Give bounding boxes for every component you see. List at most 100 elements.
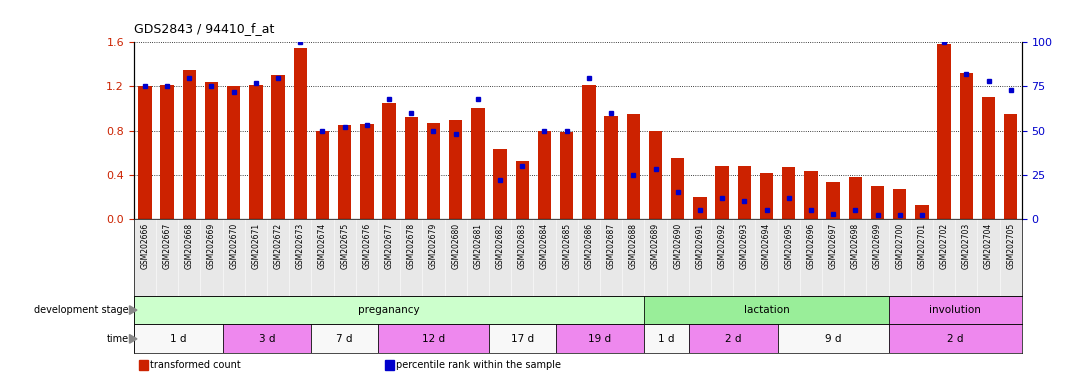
Bar: [805, 171, 817, 219]
Text: GSM202690: GSM202690: [673, 223, 683, 269]
Text: 12 d: 12 d: [422, 334, 445, 344]
Text: GSM202704: GSM202704: [984, 223, 993, 269]
Text: GSM202701: GSM202701: [917, 223, 927, 269]
Text: GSM202671: GSM202671: [251, 223, 260, 269]
Text: GSM202705: GSM202705: [1006, 223, 1015, 269]
Bar: [293, 48, 307, 219]
Bar: [937, 45, 951, 219]
Bar: [449, 119, 462, 219]
Bar: [644, 296, 888, 324]
Text: GSM202668: GSM202668: [185, 223, 194, 269]
Bar: [644, 324, 689, 353]
Text: time: time: [106, 334, 128, 344]
Bar: [516, 161, 529, 219]
Bar: [982, 98, 995, 219]
Text: GSM202696: GSM202696: [807, 223, 815, 269]
Text: GSM202695: GSM202695: [784, 223, 793, 269]
Text: GSM202686: GSM202686: [584, 223, 594, 269]
Bar: [960, 73, 973, 219]
Bar: [249, 85, 262, 219]
Text: GSM202693: GSM202693: [739, 223, 749, 269]
Text: GSM202675: GSM202675: [340, 223, 349, 269]
Bar: [826, 182, 840, 219]
Bar: [648, 131, 662, 219]
Text: transformed count: transformed count: [150, 360, 241, 371]
Text: GSM202700: GSM202700: [896, 223, 904, 269]
Bar: [223, 324, 311, 353]
Text: GSM202679: GSM202679: [429, 223, 438, 269]
Text: lactation: lactation: [744, 305, 790, 315]
Text: GSM202677: GSM202677: [384, 223, 394, 269]
Bar: [555, 324, 644, 353]
Text: GSM202678: GSM202678: [407, 223, 416, 269]
Bar: [382, 103, 396, 219]
Bar: [760, 172, 774, 219]
Text: GSM202702: GSM202702: [939, 223, 949, 269]
Text: GSM202670: GSM202670: [229, 223, 239, 269]
Text: 3 d: 3 d: [259, 334, 275, 344]
Bar: [138, 86, 152, 219]
Text: GSM202683: GSM202683: [518, 223, 526, 269]
Bar: [560, 132, 574, 219]
Text: GDS2843 / 94410_f_at: GDS2843 / 94410_f_at: [134, 22, 274, 35]
Text: 1 d: 1 d: [170, 334, 186, 344]
Bar: [871, 186, 884, 219]
Text: GSM202692: GSM202692: [718, 223, 727, 269]
Bar: [427, 123, 440, 219]
Text: percentile rank within the sample: percentile rank within the sample: [396, 360, 561, 371]
Text: GSM202698: GSM202698: [851, 223, 860, 269]
Text: GSM202684: GSM202684: [540, 223, 549, 269]
Text: development stage: development stage: [34, 305, 128, 315]
Bar: [471, 108, 485, 219]
Text: GSM202666: GSM202666: [140, 223, 150, 269]
Text: GSM202703: GSM202703: [962, 223, 970, 269]
Bar: [605, 116, 617, 219]
Bar: [134, 324, 223, 353]
Bar: [204, 82, 218, 219]
Bar: [849, 177, 862, 219]
Bar: [778, 324, 888, 353]
Text: GSM202687: GSM202687: [607, 223, 615, 269]
Bar: [782, 167, 795, 219]
Text: GSM202667: GSM202667: [163, 223, 171, 269]
Text: GSM202691: GSM202691: [696, 223, 704, 269]
Text: 7 d: 7 d: [336, 334, 353, 344]
Bar: [1004, 114, 1018, 219]
Bar: [627, 114, 640, 219]
Text: GSM202674: GSM202674: [318, 223, 327, 269]
Text: GSM202697: GSM202697: [828, 223, 838, 269]
Bar: [134, 296, 644, 324]
Bar: [378, 324, 489, 353]
Bar: [272, 75, 285, 219]
Text: GSM202699: GSM202699: [873, 223, 882, 269]
Bar: [160, 85, 173, 219]
Text: GSM202676: GSM202676: [363, 223, 371, 269]
Bar: [893, 189, 906, 219]
Bar: [538, 131, 551, 219]
Text: GSM202685: GSM202685: [562, 223, 571, 269]
Text: GSM202682: GSM202682: [495, 223, 505, 269]
Text: preganancy: preganancy: [358, 305, 419, 315]
Text: GSM202694: GSM202694: [762, 223, 771, 269]
Text: 9 d: 9 d: [825, 334, 841, 344]
Bar: [693, 197, 706, 219]
Bar: [404, 117, 418, 219]
Text: GSM202672: GSM202672: [274, 223, 282, 269]
Text: GSM202689: GSM202689: [651, 223, 660, 269]
Text: GSM202673: GSM202673: [295, 223, 305, 269]
Bar: [489, 324, 555, 353]
Text: GSM202681: GSM202681: [473, 223, 483, 269]
Text: involution: involution: [930, 305, 981, 315]
Bar: [888, 324, 1022, 353]
Bar: [689, 324, 778, 353]
Bar: [361, 124, 373, 219]
Bar: [227, 86, 241, 219]
Text: 2 d: 2 d: [725, 334, 742, 344]
Bar: [737, 166, 751, 219]
Bar: [316, 131, 330, 219]
Bar: [915, 205, 929, 219]
Text: GSM202669: GSM202669: [207, 223, 216, 269]
Text: 17 d: 17 d: [510, 334, 534, 344]
Bar: [888, 296, 1022, 324]
Bar: [338, 125, 351, 219]
